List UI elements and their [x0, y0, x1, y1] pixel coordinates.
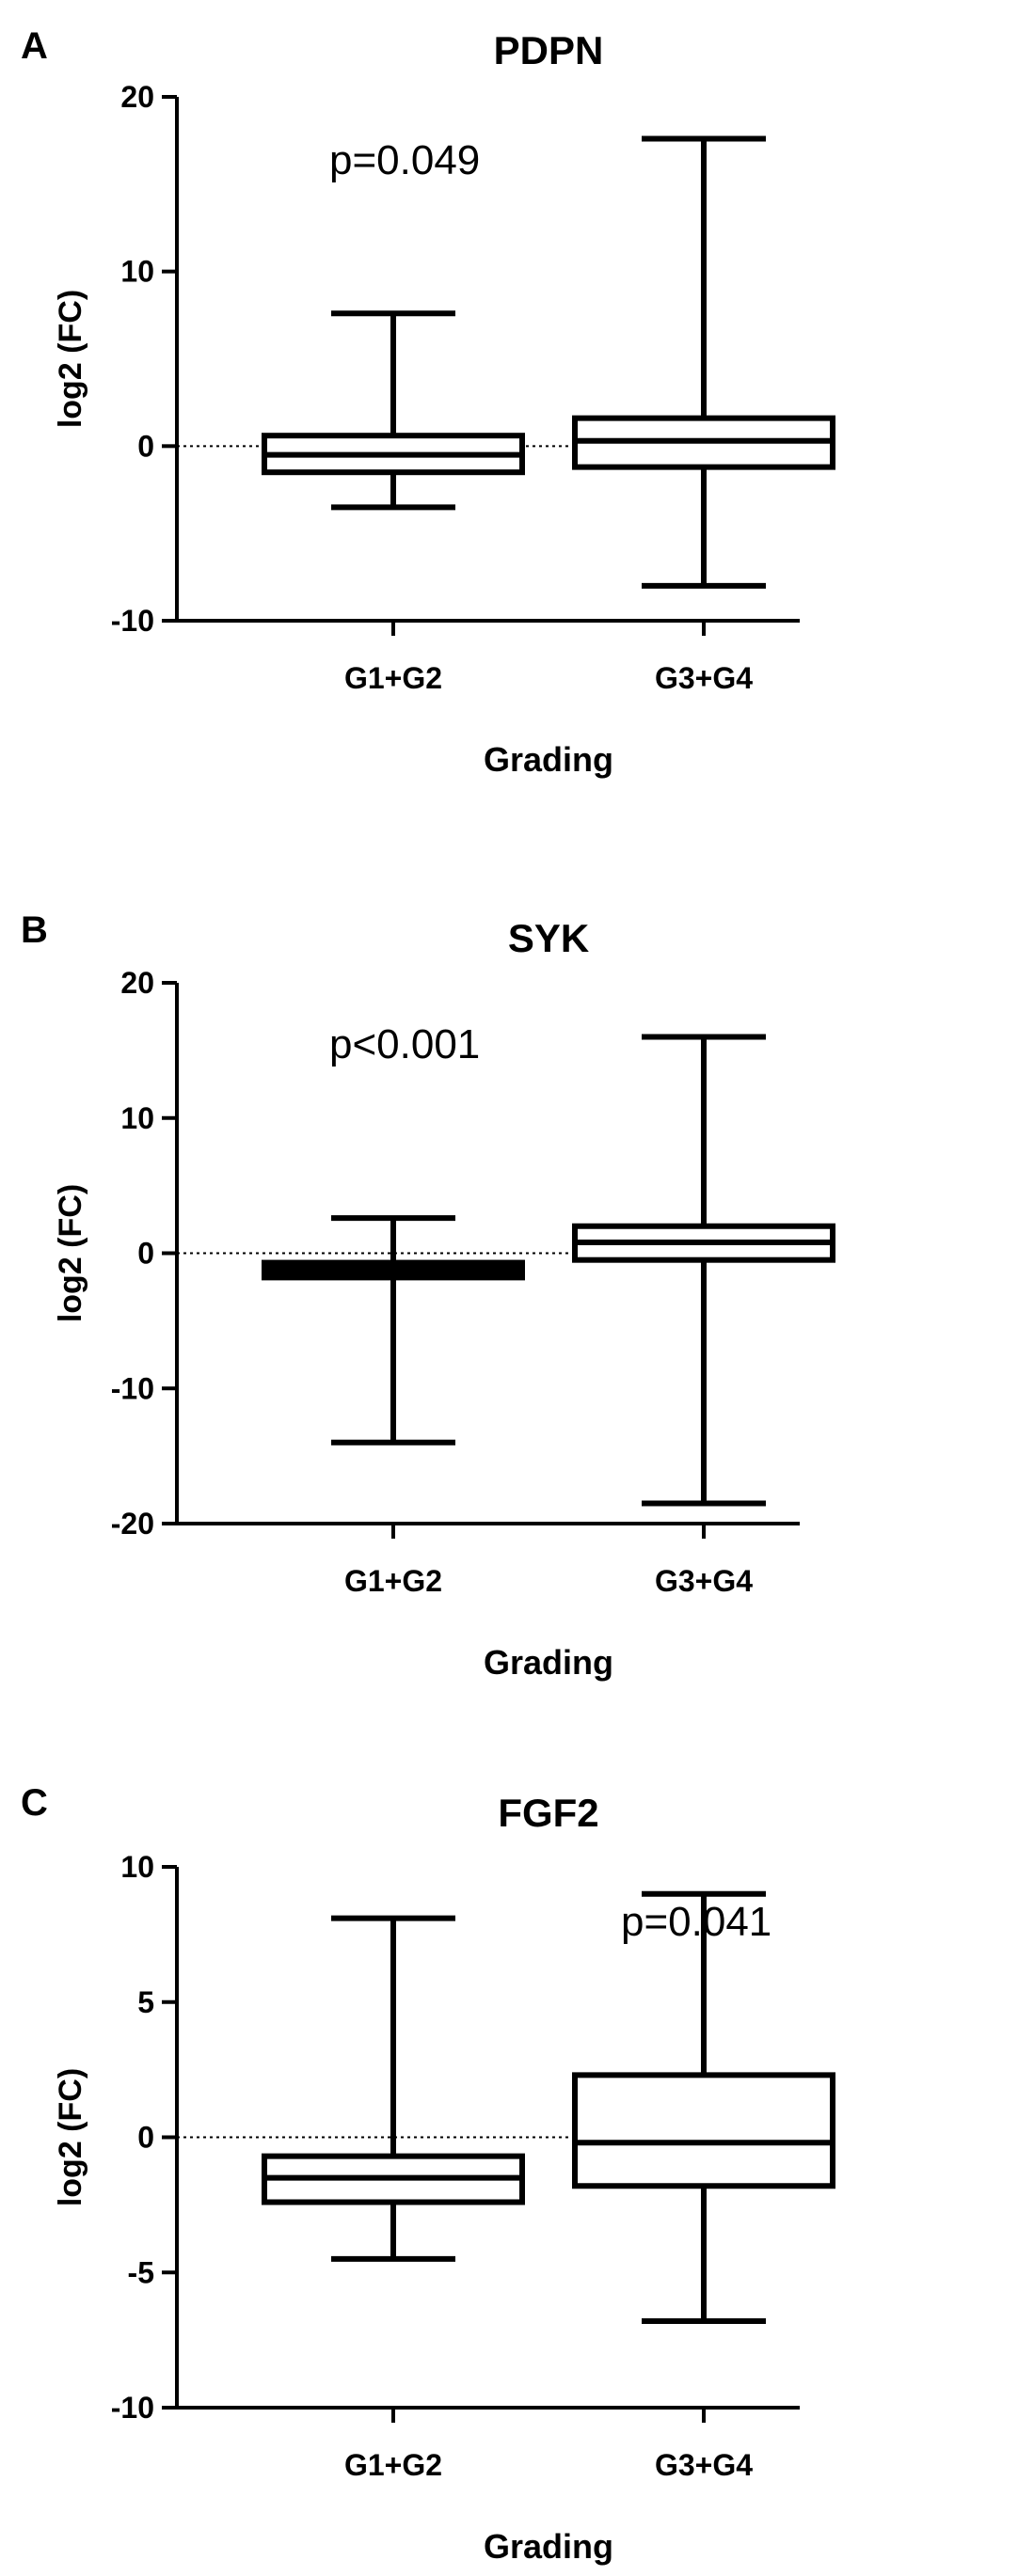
y-tick-label: -10: [111, 1371, 154, 1405]
x-axis-label: Grading: [484, 740, 613, 779]
box-g3-g4: [572, 1034, 835, 1507]
box-g1-g2: [262, 310, 525, 511]
y-axis-label: log2 (FC): [53, 2068, 88, 2206]
box-g1-g2: [262, 1215, 525, 1446]
chart-panel-b: B SYK -20 -10 0 10 20 log2 (FC) G1+G2 G3+G4 Gradin…: [21, 909, 835, 1682]
y-axis-label: log2 (FC): [53, 290, 88, 428]
y-tick-label: -10: [111, 604, 154, 638]
x-category-label: G3+G4: [655, 661, 753, 695]
box-g1-g2: [262, 1915, 525, 2262]
chart-title: PDPN: [494, 28, 604, 72]
p-value-annotation: p<0.001: [329, 1021, 480, 1067]
chart-title: FGF2: [498, 1791, 598, 1835]
panel-letter: C: [21, 1782, 48, 1824]
box-g3-g4: [572, 135, 835, 589]
x-axis-label: Grading: [484, 1643, 613, 1682]
y-tick-label: 10: [120, 255, 154, 289]
y-tick-label: 0: [137, 429, 154, 463]
y-tick-label: -10: [111, 2391, 154, 2425]
y-tick-label: 0: [137, 1237, 154, 1271]
y-tick-label: 0: [137, 2121, 154, 2155]
chart-panel-a: A PDPN -10 0 10 20 log2 (FC) G1+G2 G3+G4 Grading p…: [21, 25, 835, 779]
x-category-label: G3+G4: [655, 1564, 753, 1598]
y-tick-label: -5: [128, 2255, 154, 2289]
p-value-annotation: p=0.049: [329, 137, 480, 183]
y-tick-label: 5: [137, 1985, 154, 2019]
y-tick-label: 20: [120, 80, 154, 114]
p-value-annotation: p=0.041: [621, 1899, 771, 1945]
x-category-label: G1+G2: [344, 661, 442, 695]
x-category-label: G1+G2: [344, 2448, 442, 2482]
chart-title: SYK: [508, 916, 589, 960]
y-axis-label: log2 (FC): [53, 1184, 88, 1322]
box-body: [572, 2072, 835, 2189]
y-tick-label: 10: [120, 1101, 154, 1135]
box-g3-g4: [572, 1890, 835, 2324]
y-tick-label: 20: [120, 966, 154, 1000]
x-category-label: G1+G2: [344, 1564, 442, 1598]
chart-panel-c: C FGF2 -10 -5 0 5 10 log2 (FC) G1+G2 G3+G4 Grading…: [21, 1782, 835, 2566]
y-tick-label: 10: [120, 1850, 154, 1884]
x-category-label: G3+G4: [655, 2448, 753, 2482]
panel-letter: B: [21, 909, 48, 951]
x-axis-label: Grading: [484, 2527, 613, 2566]
y-tick-label: -20: [111, 1507, 154, 1541]
panel-letter: A: [21, 25, 48, 67]
